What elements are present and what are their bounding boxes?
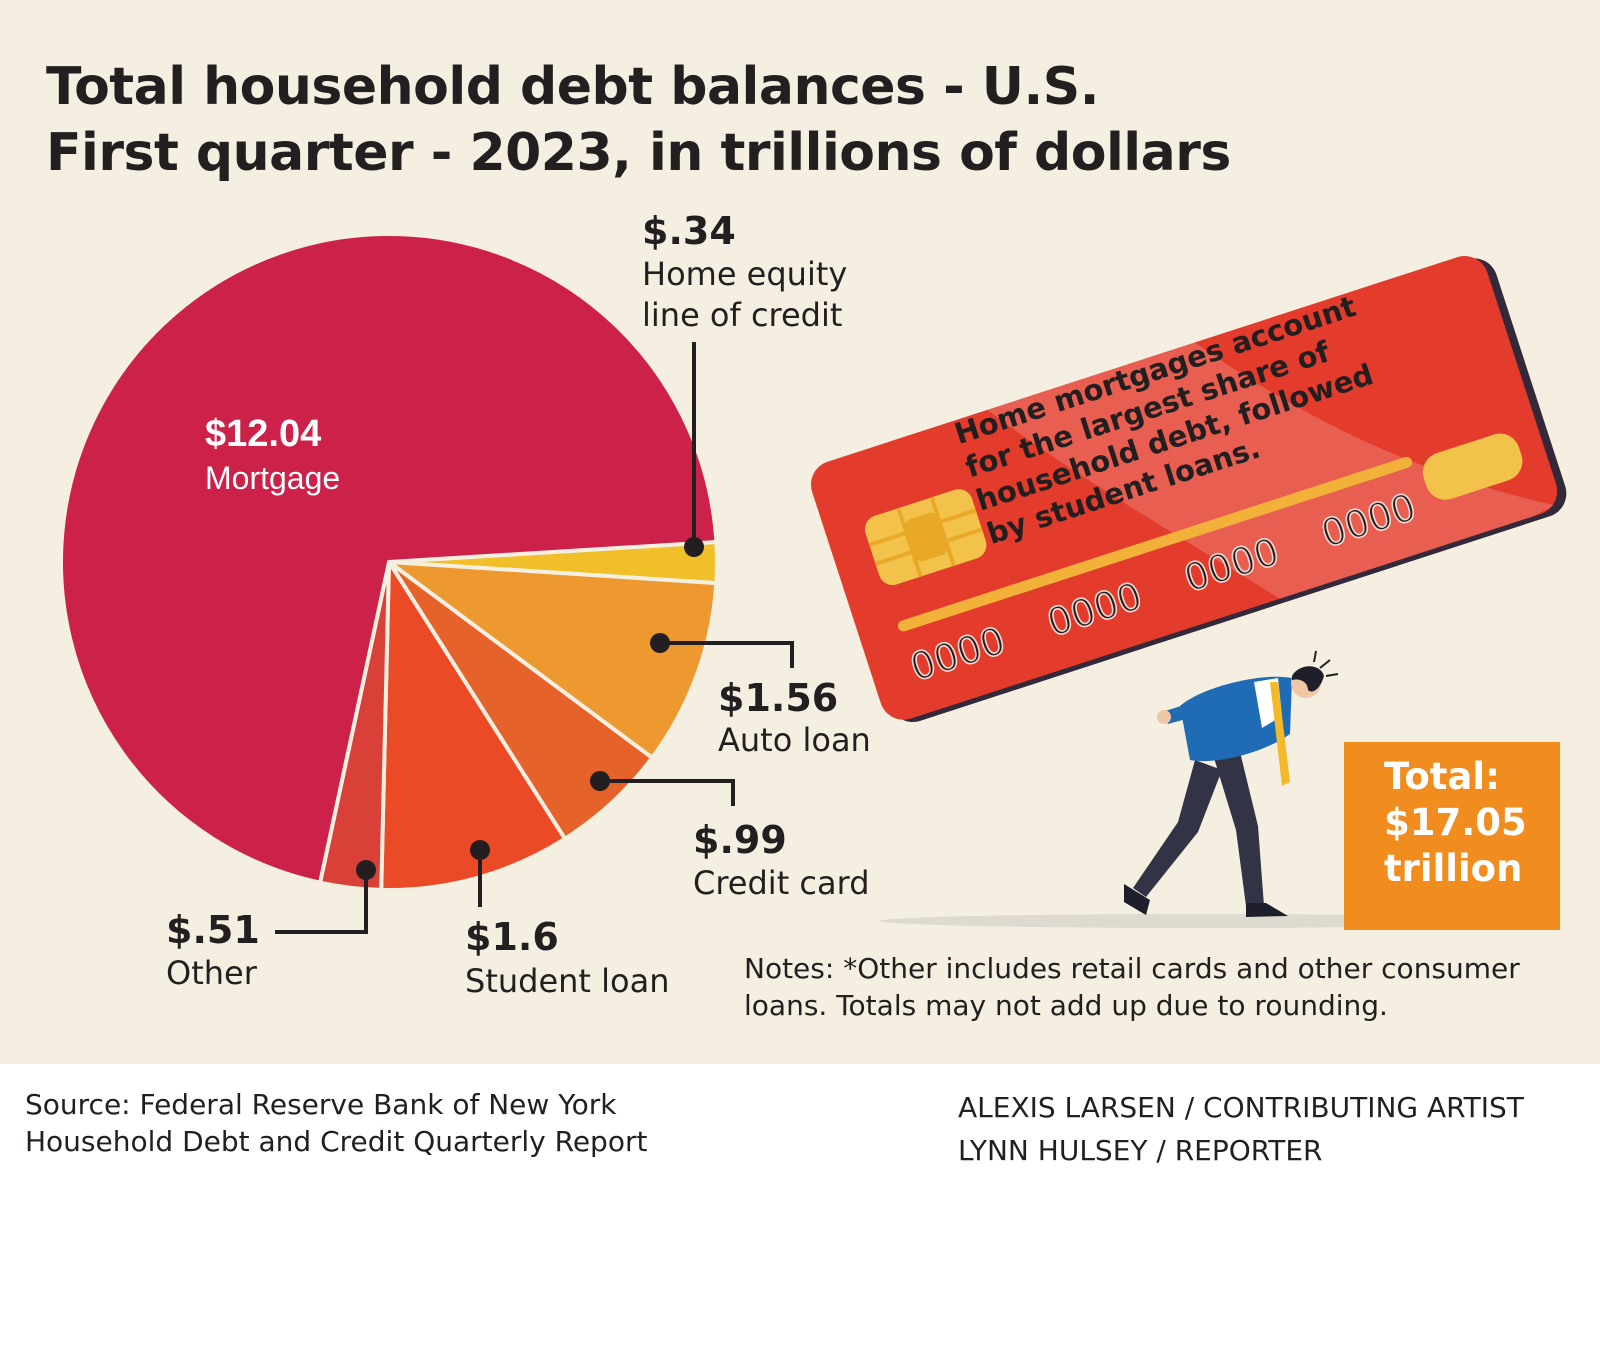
- chart-svg: $.34 Home equity line of credit $12.04 M…: [59, 209, 1567, 1000]
- pie-chart: [59, 231, 719, 892]
- slice-label-credit: Credit card: [693, 864, 870, 902]
- person-tie: [1270, 682, 1290, 786]
- total-line-3: trillion: [1384, 847, 1523, 890]
- person-front-leg: [1214, 752, 1264, 906]
- credit-card: Home mortgages account for the largest s…: [810, 256, 1567, 723]
- slice-value-auto: $1.56: [718, 676, 838, 720]
- source-credit: Source: Federal Reserve Bank of New York…: [25, 1086, 647, 1160]
- byline: ALEXIS LARSEN / CONTRIBUTING ARTIST LYNN…: [958, 1086, 1524, 1172]
- strain-lines: [1313, 650, 1339, 677]
- person-hair: [1292, 666, 1324, 692]
- person-shoe-back: [1124, 884, 1150, 915]
- leader-dot-heloc: [684, 537, 704, 557]
- pie-slice-mortgage: [59, 231, 719, 885]
- card-body: [810, 256, 1558, 720]
- total-line-1: Total:: [1384, 755, 1500, 798]
- slice-label-mortgage: Mortgage: [205, 460, 340, 496]
- slice-value-mortgage: $12.04: [205, 413, 321, 455]
- slice-label-other: Other: [166, 954, 258, 992]
- slice-label-student: Student loan: [465, 962, 670, 1000]
- leader-dot-student: [470, 840, 490, 860]
- person-back-leg: [1133, 760, 1222, 897]
- card-logo-pill: [1422, 433, 1523, 500]
- leader-dots: [356, 537, 704, 880]
- card-glare: [987, 342, 1555, 599]
- pie-slice-auto: [387, 560, 719, 760]
- card-stripe: [897, 456, 1413, 632]
- leader-line-auto: [660, 641, 794, 668]
- card-chip-center: [904, 512, 948, 562]
- chart-title: Total household debt balances - U.S. Fir…: [46, 54, 1231, 186]
- slice-label-auto: Auto loan: [718, 721, 871, 759]
- person-hand: [1157, 710, 1171, 724]
- total-line-2: $17.05: [1384, 801, 1527, 844]
- leader-line-credit: [600, 779, 735, 806]
- leader-dot-auto: [650, 633, 670, 653]
- slice-value-credit: $.99: [693, 818, 787, 862]
- person-illustration: [1124, 650, 1339, 917]
- leader-lines: [275, 342, 794, 934]
- leader-line-other: [275, 870, 368, 934]
- title-line-2: First quarter - 2023, in trillions of do…: [46, 123, 1231, 183]
- byline-reporter: LYNN HULSEY / REPORTER: [958, 1134, 1323, 1167]
- notes-text: Notes: *Other includes retail cards and …: [744, 952, 1520, 1022]
- card-chip-lines: [868, 496, 983, 578]
- title-line-1: Total household debt balances - U.S.: [46, 57, 1099, 117]
- pie-slice-student: [379, 560, 567, 892]
- slice-value-heloc: $.34: [642, 209, 736, 253]
- slice-value-student: $1.6: [465, 915, 559, 959]
- person-shoe-front: [1246, 903, 1288, 917]
- slice-label-heloc-line-2: line of credit: [642, 296, 842, 334]
- slice-label-heloc-line-1: Home equity: [642, 255, 847, 293]
- source-line-1: Source: Federal Reserve Bank of New York: [25, 1088, 617, 1121]
- source-line-2: Household Debt and Credit Quarterly Repo…: [25, 1125, 648, 1158]
- person-arm: [1162, 700, 1204, 724]
- total-box: Total: $17.05 trillion: [1344, 742, 1560, 930]
- leader-dot-credit: [590, 771, 610, 791]
- leader-dot-other: [356, 860, 376, 880]
- slice-value-other: $.51: [166, 908, 260, 952]
- byline-artist: ALEXIS LARSEN / CONTRIBUTING ARTIST: [958, 1091, 1524, 1124]
